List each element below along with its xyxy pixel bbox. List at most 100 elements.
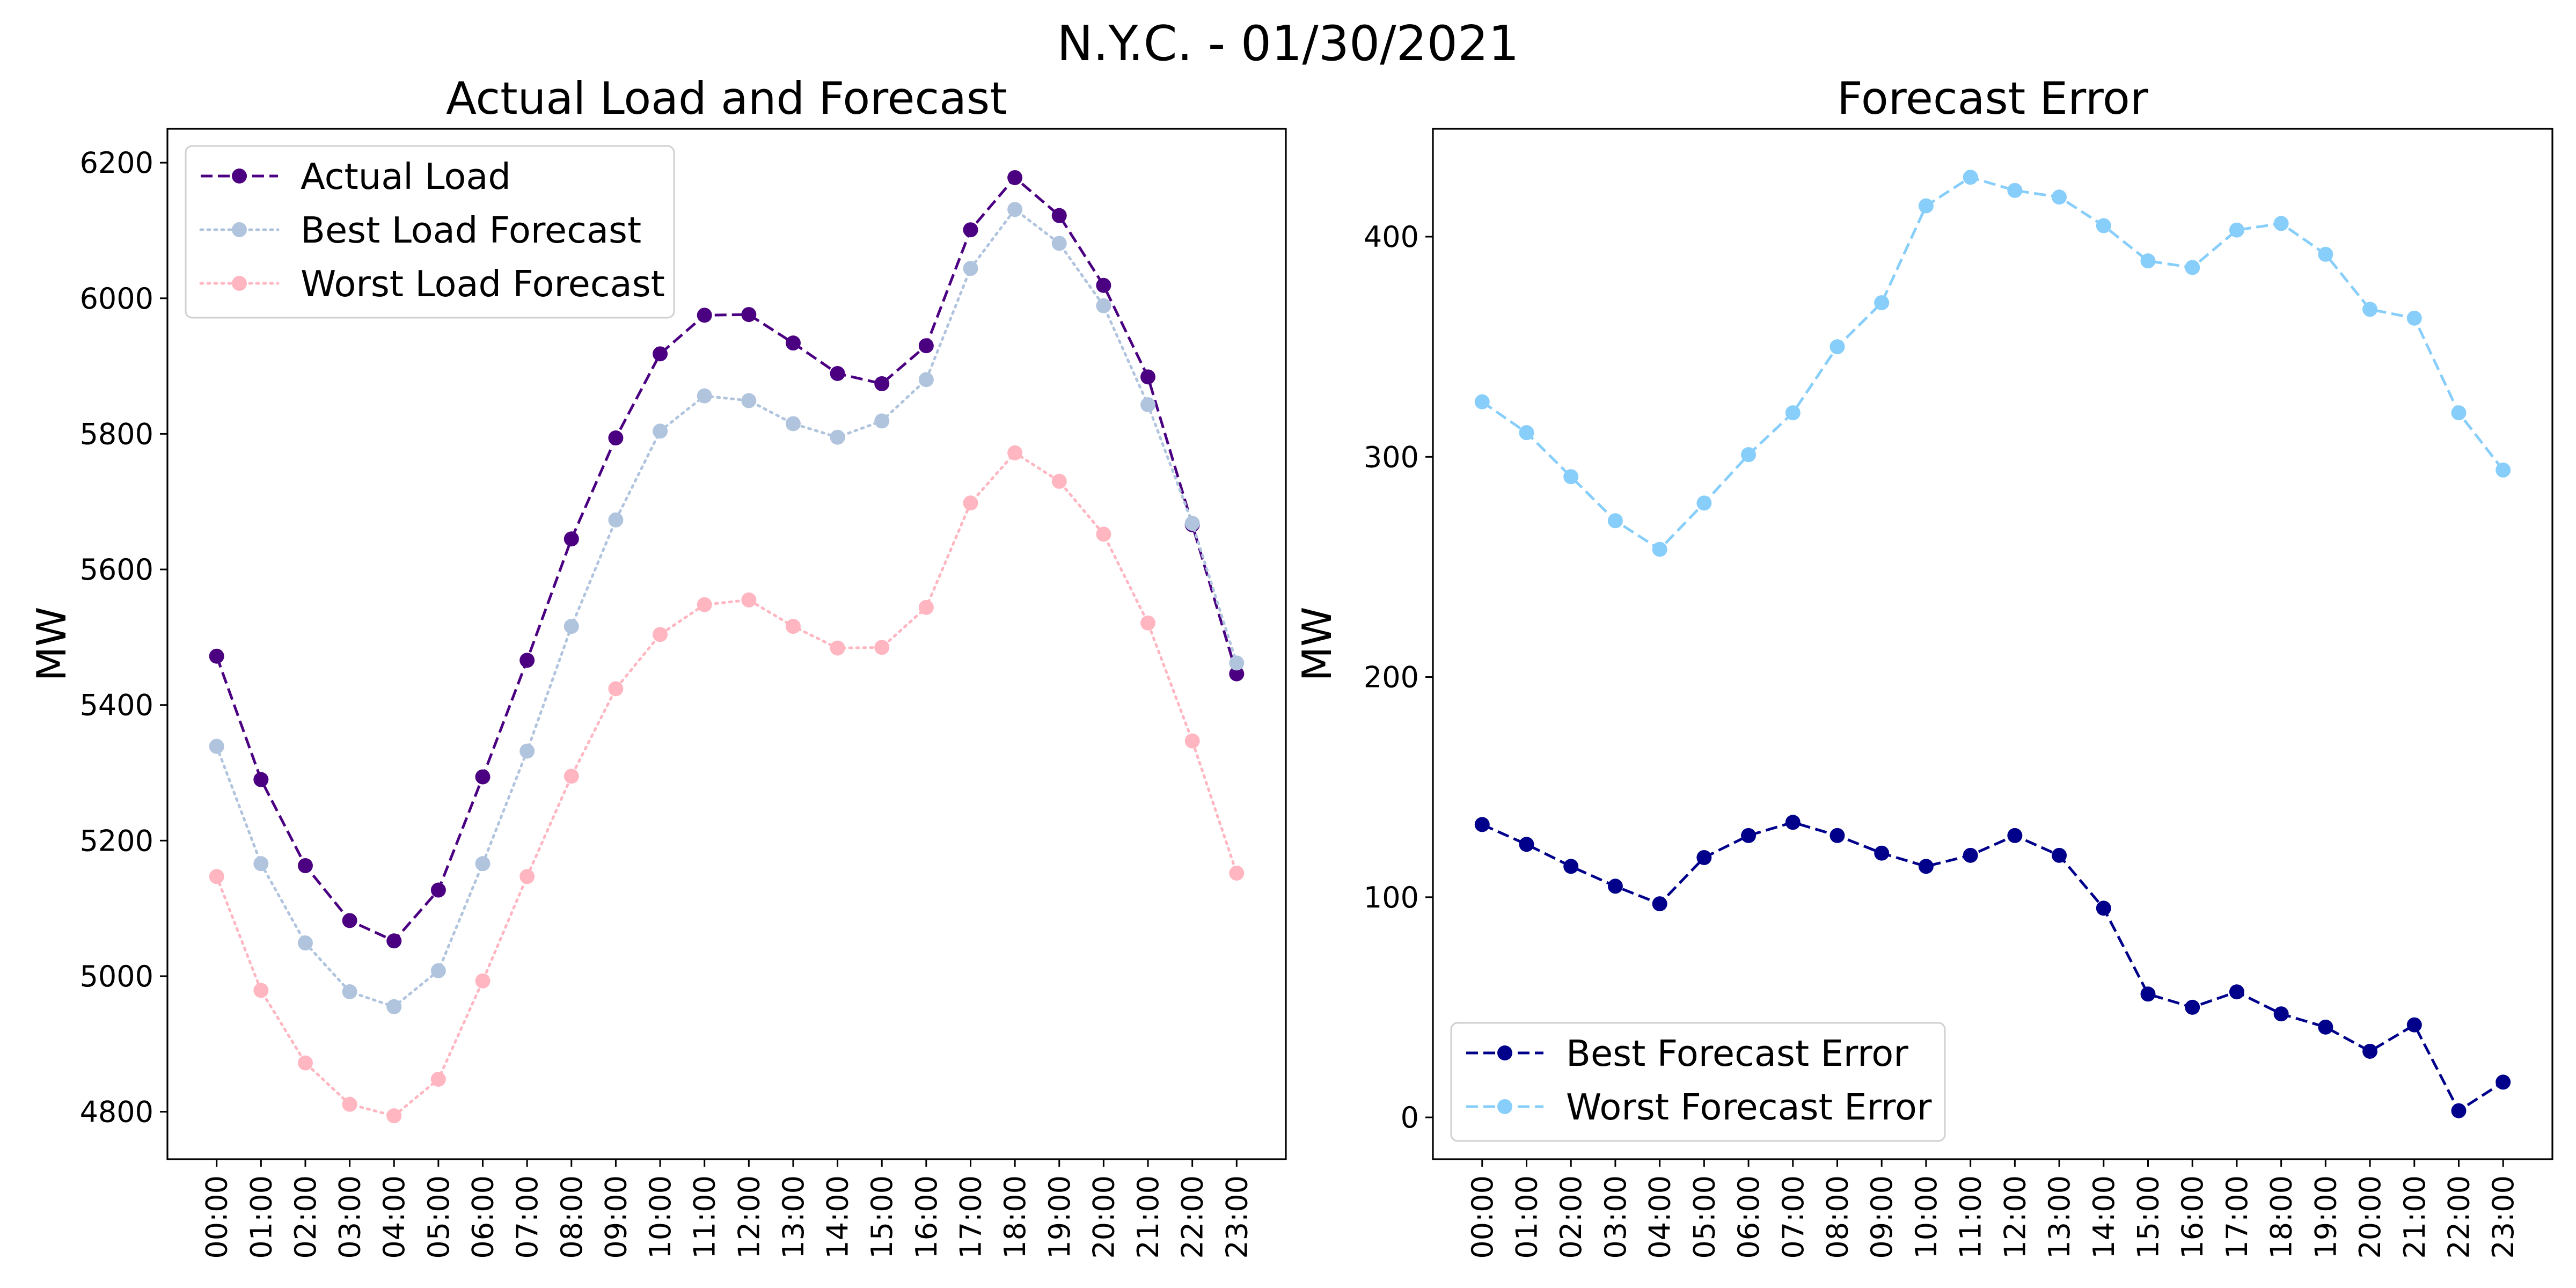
data-point <box>2406 310 2422 326</box>
legend: Best Forecast Error Worst Forecast Error <box>1450 1022 1946 1142</box>
data-point <box>1963 170 1978 185</box>
data-point <box>519 743 535 759</box>
y-axis-label: MW <box>1293 607 1341 682</box>
data-point <box>785 335 801 351</box>
panel-title: Forecast Error <box>1837 72 2149 125</box>
series-line-actual-load <box>215 175 1238 943</box>
x-tick-label: 09:00 <box>1865 1175 1899 1259</box>
data-point <box>1652 541 1667 557</box>
data-point <box>2096 901 2111 916</box>
legend-swatch-marker <box>1497 1099 1512 1114</box>
series-line-best-load-forecast <box>215 207 1238 1008</box>
x-tick-label: 23:00 <box>2486 1175 2520 1259</box>
data-point <box>918 372 934 387</box>
data-point <box>608 512 624 528</box>
data-point <box>2451 1103 2467 1118</box>
series-best-load-forecast <box>209 202 1245 1014</box>
x-tick-label: 23:00 <box>1220 1175 1254 1259</box>
x-tick-label: 19:00 <box>2309 1175 2343 1259</box>
x-tick-label: 19:00 <box>1043 1175 1077 1259</box>
data-point <box>2273 216 2289 231</box>
legend-swatch-marker <box>232 222 247 237</box>
series-line-best-forecast-error <box>1481 821 2504 1113</box>
data-point <box>1140 369 1156 385</box>
data-point <box>209 648 224 664</box>
data-point <box>430 882 446 898</box>
data-point <box>1007 170 1023 185</box>
data-point <box>1741 447 1757 463</box>
data-point <box>1096 298 1111 313</box>
x-tick-label: 20:00 <box>2353 1175 2387 1259</box>
data-point <box>918 338 934 354</box>
data-point <box>386 999 402 1014</box>
x-tick-label: 18:00 <box>2265 1175 2299 1259</box>
data-point <box>475 769 491 785</box>
data-point <box>1184 733 1200 749</box>
data-point <box>2052 847 2067 863</box>
x-tick-label: 03:00 <box>333 1175 367 1259</box>
x-tick-label: 12:00 <box>1998 1175 2032 1259</box>
data-point <box>963 495 978 511</box>
data-point <box>1874 845 1890 861</box>
data-point <box>741 307 757 323</box>
data-point <box>697 597 712 612</box>
y-tick-label: 300 <box>1364 440 1419 474</box>
x-tick-label: 11:00 <box>1954 1175 1988 1259</box>
data-point <box>2229 222 2244 238</box>
series-line-worst-forecast-error <box>1481 175 2505 551</box>
series-worst-load-forecast <box>209 445 1245 1124</box>
data-point <box>2496 1074 2511 1090</box>
y-tick-label: 5000 <box>80 960 153 993</box>
data-point <box>253 983 269 998</box>
data-point <box>1785 405 1801 421</box>
data-point <box>475 856 491 872</box>
data-point <box>2185 260 2200 275</box>
data-point <box>519 869 535 884</box>
data-point <box>830 640 845 656</box>
data-point <box>1607 513 1623 529</box>
legend-label: Best Forecast Error <box>1566 1033 1908 1074</box>
data-point <box>1652 896 1667 912</box>
data-point <box>653 627 668 642</box>
data-point <box>564 769 579 784</box>
data-point <box>519 653 535 668</box>
data-point <box>830 429 845 445</box>
data-point <box>874 640 890 655</box>
figure-title: N.Y.C. - 01/30/2021 <box>1057 16 1519 72</box>
legend-frame <box>1450 1022 1946 1142</box>
legend-frame <box>185 145 675 319</box>
x-tick-label: 07:00 <box>1776 1175 1810 1259</box>
y-tick-label: 100 <box>1364 881 1419 914</box>
data-point <box>1963 847 1978 863</box>
x-tick-label: 15:00 <box>2132 1175 2165 1259</box>
data-point <box>1007 202 1023 217</box>
data-point <box>2451 405 2467 421</box>
y-axis-label: MW <box>28 607 75 682</box>
plot-frame <box>166 128 1287 1160</box>
x-tick-label: 17:00 <box>954 1175 987 1259</box>
data-point <box>918 599 934 615</box>
data-point <box>1607 879 1623 894</box>
y-tick-label: 200 <box>1364 661 1419 694</box>
data-point <box>1519 837 1534 852</box>
data-point <box>1563 859 1579 874</box>
data-point <box>697 308 712 323</box>
data-point <box>2052 189 2067 205</box>
data-point <box>209 738 224 754</box>
data-point <box>1229 666 1245 682</box>
data-point <box>2140 253 2156 269</box>
legend-label: Best Load Forecast <box>301 209 641 251</box>
x-tick-label: 22:00 <box>1176 1175 1210 1259</box>
data-point <box>1229 865 1245 881</box>
data-point <box>2362 302 2378 317</box>
x-tick-label: 02:00 <box>1554 1175 1588 1259</box>
x-tick-label: 21:00 <box>1131 1175 1165 1259</box>
data-point <box>386 1108 402 1124</box>
data-point <box>342 913 357 928</box>
data-point <box>253 856 269 872</box>
data-point <box>2007 828 2023 843</box>
data-point <box>2273 1006 2289 1022</box>
x-tick-label: 13:00 <box>2043 1175 2076 1259</box>
x-tick-label: 07:00 <box>510 1175 544 1259</box>
data-point <box>1140 397 1156 413</box>
